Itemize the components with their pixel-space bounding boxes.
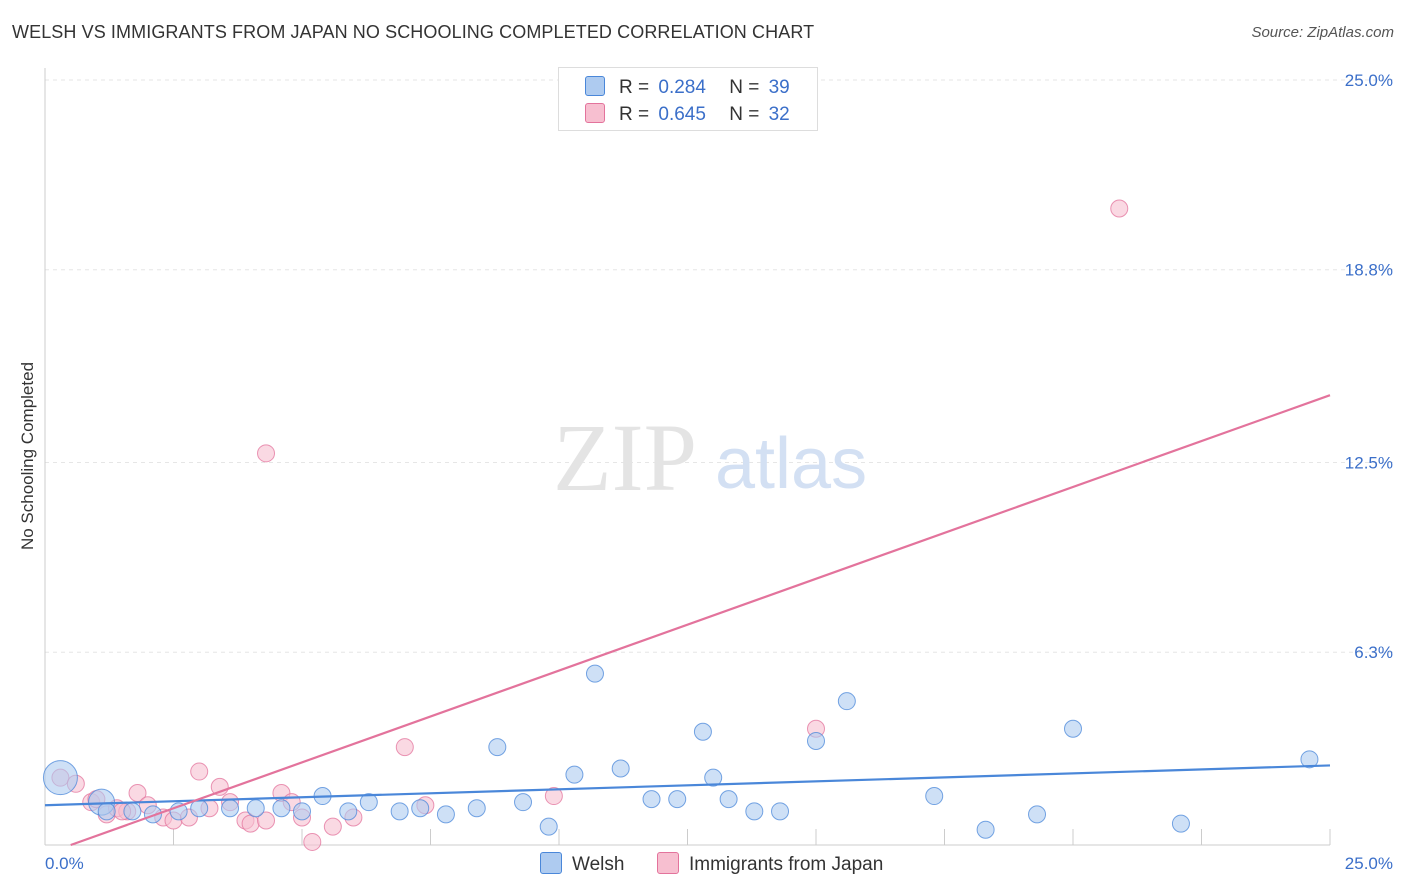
point-welsh-7: [221, 799, 240, 818]
legend-n-label: N =: [729, 77, 760, 98]
trend-line-welsh: [44, 764, 1331, 807]
point-welsh-16: [436, 805, 455, 824]
point-welsh-27: [704, 768, 723, 787]
point-japan-12: [190, 762, 209, 781]
bottom-legend-label-japan: Immigrants from Japan: [689, 854, 884, 875]
trend-line-japan: [70, 394, 1331, 847]
legend-swatch-welsh: [585, 76, 605, 96]
bottom-legend-swatch-japan: [657, 852, 679, 874]
x-tick-labels: 0.0% 25.0%: [45, 854, 1393, 873]
y-tick-label-1: 12.5%: [1345, 454, 1393, 473]
point-japan-28: [544, 787, 563, 806]
point-welsh-30: [771, 802, 790, 821]
legend-n-value-japan: 32: [768, 104, 790, 125]
legend-n-label: N =: [729, 104, 760, 125]
point-welsh-28: [719, 790, 738, 809]
point-welsh-33: [925, 787, 944, 806]
y-tick-labels: 6.3% 12.5% 18.8% 25.0%: [1345, 71, 1393, 662]
y-tick-label-0: 6.3%: [1354, 643, 1393, 662]
x-ticks: [44, 829, 1331, 845]
legend-n-value-welsh: 39: [768, 77, 790, 98]
point-welsh-24: [642, 790, 661, 809]
legend-r-label: R =: [619, 104, 650, 125]
legend-row-japan: R = 0.645 N = 32: [585, 103, 790, 125]
point-welsh-20: [539, 817, 558, 836]
point-welsh-32: [837, 692, 856, 711]
x-tick-label-max: 25.0%: [1345, 854, 1393, 873]
chart-title: WELSH VS IMMIGRANTS FROM JAPAN NO SCHOOL…: [12, 22, 815, 42]
source-credit: Source: ZipAtlas.com: [1251, 24, 1394, 41]
point-welsh-17: [467, 799, 486, 818]
point-welsh-35: [1028, 805, 1047, 824]
point-welsh-18: [488, 738, 507, 757]
point-welsh-10: [293, 802, 311, 821]
point-welsh-23: [611, 759, 630, 778]
point-welsh-29: [745, 802, 764, 821]
point-japan-18: [257, 811, 276, 830]
point-welsh-8: [246, 799, 265, 818]
point-welsh-19: [514, 793, 533, 812]
watermark-atlas: atlas: [715, 424, 867, 504]
legend-row-welsh: R = 0.284 N = 39: [585, 76, 790, 98]
y-tick-label-2: 18.8%: [1345, 261, 1393, 280]
point-welsh-15: [411, 799, 430, 818]
legend-r-label: R =: [619, 77, 650, 98]
point-welsh-25: [668, 790, 687, 809]
point-welsh-2: [97, 802, 116, 821]
point-welsh-3: [123, 802, 142, 821]
bottom-legend-japan: Immigrants from Japan: [657, 852, 883, 876]
point-japan-17: [241, 814, 260, 833]
point-welsh-31: [807, 731, 825, 750]
point-welsh-37: [1171, 814, 1190, 833]
bottom-legend-welsh: Welsh: [540, 852, 624, 876]
point-japan-30: [1110, 199, 1129, 218]
legend-r-value-welsh: 0.284: [658, 77, 706, 98]
bottom-legend-label-welsh: Welsh: [572, 854, 625, 875]
legend-r-value-japan: 0.645: [658, 104, 706, 125]
point-welsh-12: [339, 802, 358, 821]
point-japan-26: [395, 738, 414, 757]
correlation-legend: R = 0.284 N = 39 R = 0.645 N = 32: [558, 67, 818, 131]
point-welsh-34: [976, 820, 995, 839]
point-welsh-14: [390, 802, 409, 821]
legend-swatch-japan: [585, 103, 605, 123]
trend-lines: [44, 394, 1331, 847]
point-japan-24: [323, 817, 342, 836]
bottom-legend-swatch-welsh: [540, 852, 562, 874]
point-welsh-22: [585, 664, 604, 683]
point-japan-19: [257, 444, 276, 463]
point-welsh-21: [565, 765, 584, 784]
point-welsh-26: [693, 722, 712, 741]
point-welsh-0: [42, 760, 78, 796]
point-welsh-9: [272, 799, 291, 818]
point-welsh-36: [1064, 719, 1082, 738]
series-welsh-points: [42, 664, 1319, 839]
point-japan-23: [303, 832, 322, 851]
point-welsh-13: [359, 793, 378, 812]
watermark-zip: ZIP: [553, 404, 697, 511]
grid-lines: [45, 79, 1395, 653]
point-welsh-4: [143, 805, 162, 824]
x-tick-label-min: 0.0%: [45, 854, 84, 873]
y-tick-label-3: 25.0%: [1345, 71, 1393, 90]
point-welsh-38: [1300, 750, 1319, 769]
